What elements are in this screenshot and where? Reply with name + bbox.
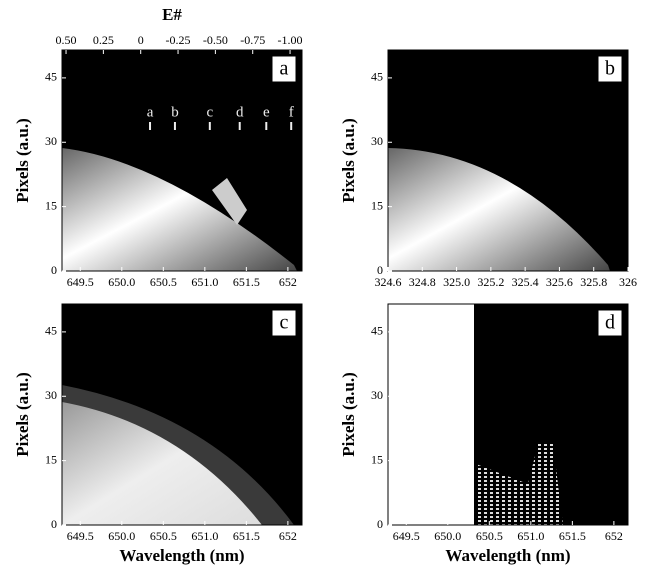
x-tick-label: 651.0 [191, 275, 218, 289]
y-tick-label: 30 [371, 134, 383, 148]
x2-tick-label: -0.50 [203, 33, 228, 47]
y-axis-label: Pixels (a.u.) [339, 118, 358, 203]
x-tick-label: 652 [279, 529, 297, 543]
annotation: b [171, 104, 179, 120]
x2-tick-label: -0.75 [240, 33, 265, 47]
annotation: f [289, 104, 294, 120]
annotation: e [263, 104, 270, 120]
x-tick-label: 325.2 [477, 275, 504, 289]
y-axis-label: Pixels (a.u.) [339, 372, 358, 457]
x2-tick-label: -1.00 [278, 33, 303, 47]
x-tick-label: 652 [605, 529, 623, 543]
image-region [62, 402, 262, 525]
image-region [212, 178, 247, 225]
plot-frame [61, 303, 303, 526]
panel-label: a [280, 58, 289, 80]
x-tick-label: 650.0 [434, 529, 461, 543]
y-tick-label: 30 [371, 388, 383, 402]
x-tick-label: 324.8 [409, 275, 436, 289]
y-tick-label: 15 [45, 452, 57, 466]
y-axis-label: Pixels (a.u.) [13, 372, 32, 457]
x2-tick-label: 0 [138, 33, 144, 47]
x-tick-label: 650.5 [150, 275, 177, 289]
y-tick-label: 0 [377, 517, 383, 531]
x2-axis-label: E# [162, 5, 182, 24]
annotation: c [206, 104, 213, 120]
image-region [62, 148, 297, 271]
panel-label: c [280, 312, 289, 334]
plot-image [388, 50, 628, 271]
panel-label-box [271, 309, 297, 337]
plot-frame [61, 49, 303, 272]
y-tick-label: 15 [45, 198, 57, 212]
plot-image [62, 50, 302, 271]
x-tick-label: 325.8 [580, 275, 607, 289]
panel-label-box [597, 55, 623, 83]
x-tick-label: 650.0 [108, 275, 135, 289]
plot-image [62, 304, 302, 525]
x-tick-label: 649.5 [393, 529, 420, 543]
image-region [388, 148, 610, 271]
annotation: d [236, 104, 244, 120]
x-tick-label: 649.5 [67, 275, 94, 289]
x-tick-label: 651.5 [559, 529, 586, 543]
x2-tick-label: 0.50 [56, 33, 77, 47]
image-region [476, 444, 563, 525]
annotation: a [147, 104, 154, 120]
x-tick-label: 650.0 [108, 529, 135, 543]
x-axis-label: Wavelength (nm) [119, 546, 244, 565]
panel-label: d [605, 312, 615, 334]
panel-label-box [271, 55, 297, 83]
x-tick-label: 650.5 [150, 529, 177, 543]
x-tick-label: 324.6 [375, 275, 402, 289]
x2-tick-label: -0.25 [166, 33, 191, 47]
y-tick-label: 45 [45, 324, 57, 338]
y-tick-label: 0 [51, 517, 57, 531]
x-tick-label: 651.0 [191, 529, 218, 543]
plot-image [388, 304, 628, 525]
x-axis-label: Wavelength (nm) [445, 546, 570, 565]
y-tick-label: 30 [45, 134, 57, 148]
plot-frame [387, 303, 629, 526]
y-tick-label: 15 [371, 198, 383, 212]
image-region [388, 304, 474, 525]
y-tick-label: 15 [371, 452, 383, 466]
y-tick-label: 45 [371, 70, 383, 84]
plot-frame [387, 49, 629, 272]
x-tick-label: 325.0 [443, 275, 470, 289]
panel-label: b [605, 58, 615, 80]
x-tick-label: 651.5 [233, 529, 260, 543]
x-tick-label: 652 [279, 275, 297, 289]
x-tick-label: 651.0 [517, 529, 544, 543]
x-tick-label: 651.5 [233, 275, 260, 289]
x-tick-label: 326 [619, 275, 637, 289]
y-tick-label: 0 [377, 263, 383, 277]
y-axis-label: Pixels (a.u.) [13, 118, 32, 203]
panel-label-box [597, 309, 623, 337]
x-tick-label: 325.6 [546, 275, 573, 289]
y-tick-label: 45 [371, 324, 383, 338]
y-tick-label: 45 [45, 70, 57, 84]
x-tick-label: 325.4 [512, 275, 539, 289]
y-tick-label: 30 [45, 388, 57, 402]
x-tick-label: 650.5 [476, 529, 503, 543]
x2-tick-label: 0.25 [93, 33, 114, 47]
x-tick-label: 649.5 [67, 529, 94, 543]
y-tick-label: 0 [51, 263, 57, 277]
